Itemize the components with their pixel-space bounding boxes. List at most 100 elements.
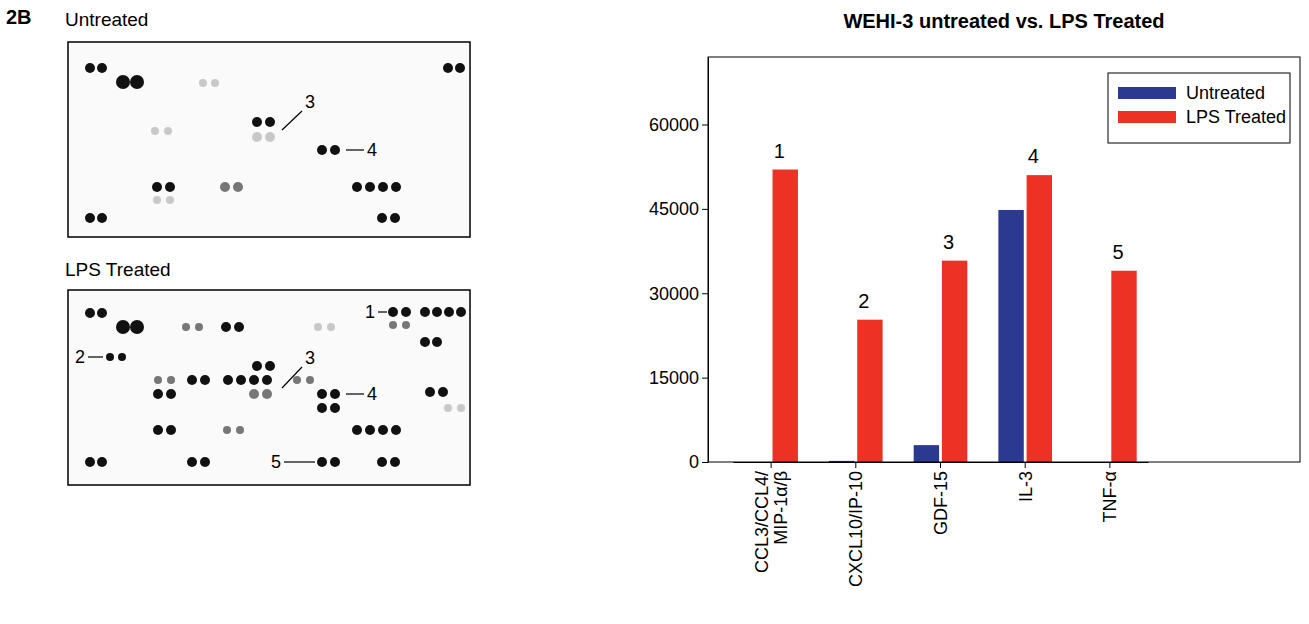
x-tick: IL-3 <box>1015 462 1035 502</box>
bar <box>1111 271 1136 462</box>
array-spot <box>152 182 162 192</box>
array-spot <box>200 375 210 385</box>
bars <box>773 170 1137 463</box>
bar-annotation: 2 <box>858 290 869 312</box>
x-tick-label-line: CCL3/CCL4/ <box>752 471 772 573</box>
array-spot <box>352 425 362 435</box>
array-label: 2 <box>75 347 85 367</box>
array-spot <box>97 308 107 318</box>
array-spot <box>317 457 327 467</box>
bar-annotation: 3 <box>943 231 954 253</box>
y-tick-mark <box>702 462 708 463</box>
array-spot <box>223 426 231 434</box>
array-spot <box>390 457 400 467</box>
figure: 2BUntreated34LPS Treated12345WEHI-3 untr… <box>0 0 1309 624</box>
array-spot <box>265 132 275 142</box>
array-label: 1 <box>365 302 375 322</box>
x-tick-label-line: IL-3 <box>1015 471 1035 502</box>
array-spot <box>420 337 430 347</box>
x-tick-label-line: TNF-α <box>1100 471 1120 522</box>
array-spot <box>85 457 95 467</box>
y-axis: 0 15000 30000 45000 60000 <box>649 58 709 473</box>
array-label: 4 <box>367 140 377 160</box>
x-tick-mark <box>1025 462 1026 468</box>
array-spot <box>130 75 144 89</box>
x-tick-label: TNF-α <box>1100 471 1120 522</box>
array-spot <box>389 321 397 329</box>
x-tick-label: GDF-15 <box>931 471 951 535</box>
array-spot <box>391 182 401 192</box>
array-spot <box>420 307 430 317</box>
array-spot <box>234 322 244 332</box>
leader-line <box>284 461 315 462</box>
array-spot <box>153 425 163 435</box>
y-tick-label: 45000 <box>649 199 699 219</box>
array-spot <box>378 425 388 435</box>
array-spot <box>97 457 107 467</box>
array-spot <box>443 63 453 73</box>
y-tick-mark <box>702 378 708 379</box>
plot-frame <box>708 57 1300 462</box>
x-tick-mark <box>940 462 941 468</box>
array-frame <box>68 42 470 237</box>
legend-swatch <box>1118 111 1176 123</box>
array-spot <box>249 389 259 399</box>
array-spot <box>330 457 340 467</box>
array-spot <box>97 63 107 73</box>
y-tick: 45000 <box>649 199 708 219</box>
y-tick-label: 30000 <box>649 284 699 304</box>
y-tick-mark <box>702 125 708 126</box>
x-tick-mark <box>1109 462 1110 468</box>
array-label: 5 <box>271 452 281 472</box>
array-spot <box>327 323 335 331</box>
y-tick-label: 15000 <box>649 368 699 388</box>
array-spot <box>223 375 233 385</box>
y-tick: 60000 <box>649 115 708 135</box>
array-spot <box>401 307 411 317</box>
array-spot <box>391 425 401 435</box>
array-spot <box>182 323 190 331</box>
array-spot <box>365 425 375 435</box>
array-spot <box>153 196 161 204</box>
array-spot <box>378 182 388 192</box>
array-spot <box>330 145 340 155</box>
array-spot <box>252 132 262 142</box>
array-label: 3 <box>305 348 315 368</box>
chart-title: WEHI-3 untreated vs. LPS Treated <box>843 10 1164 32</box>
legend-swatch <box>1118 87 1176 99</box>
leader-line <box>282 111 302 130</box>
array-spot <box>195 323 203 331</box>
array-spot <box>330 403 340 413</box>
array-title: LPS Treated <box>65 259 171 280</box>
array-spot <box>221 322 231 332</box>
leader-line <box>282 367 302 388</box>
x-tick: CXCL10/IP-10 <box>846 462 866 587</box>
y-axis-line <box>708 58 709 463</box>
array-spot <box>118 353 126 361</box>
array-spot <box>106 353 114 361</box>
y-tick: 15000 <box>649 368 708 388</box>
array-spot <box>85 213 95 223</box>
array-spot <box>365 182 375 192</box>
array-spot <box>265 361 275 371</box>
bar <box>914 445 939 462</box>
array-spot <box>166 425 176 435</box>
y-tick: 0 <box>689 452 708 472</box>
array-spot <box>388 307 398 317</box>
bar <box>773 170 798 463</box>
x-tick-label: CCL3/CCL4/MIP-1α/β <box>752 471 792 573</box>
array-spot <box>187 457 197 467</box>
bar <box>942 261 967 462</box>
array-spot <box>85 308 95 318</box>
array-spot <box>165 182 175 192</box>
array-spot <box>236 375 246 385</box>
array-spot <box>166 389 176 399</box>
bar-annotation: 4 <box>1028 145 1039 167</box>
array-panel: Untreated34 <box>65 9 470 237</box>
leader-line <box>346 393 364 394</box>
array-spot <box>167 376 175 384</box>
y-tick-label: 60000 <box>649 115 699 135</box>
array-spot <box>262 389 272 399</box>
array-spot <box>330 389 340 399</box>
array-spot <box>455 63 465 73</box>
